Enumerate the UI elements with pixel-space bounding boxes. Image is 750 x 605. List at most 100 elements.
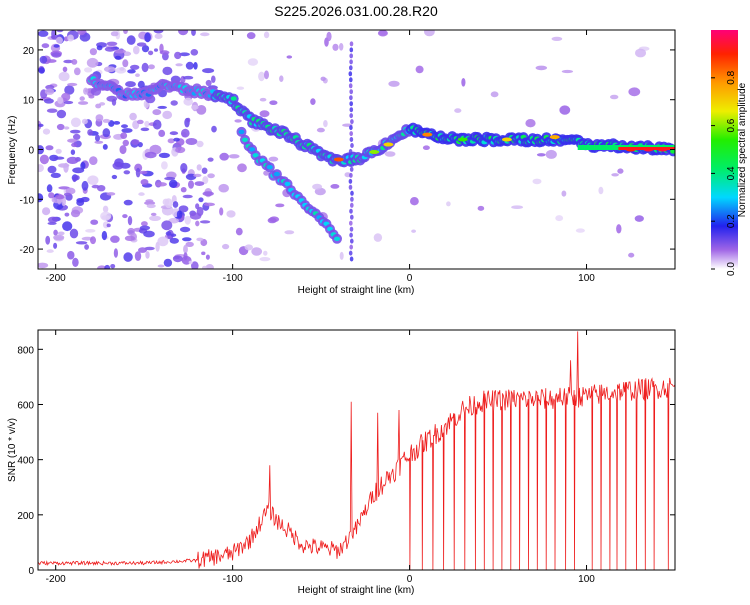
noise-blob: [63, 126, 70, 130]
noise-blob: [349, 256, 354, 262]
noise-blob: [174, 51, 182, 60]
noise-blob: [199, 220, 211, 224]
spectrogram-y-ticks: 20 10 0 -10 -20: [20, 46, 675, 256]
noise-blob: [247, 58, 259, 66]
noise-blob: [635, 48, 646, 58]
noise-blob: [259, 257, 271, 262]
noise-blob: [71, 59, 78, 65]
noise-blob: [194, 181, 205, 187]
noise-blob: [159, 50, 170, 55]
noise-blob: [38, 30, 49, 37]
noise-blob: [349, 172, 353, 178]
noise-blob: [185, 61, 194, 70]
noise-blob: [141, 45, 150, 53]
noise-blob: [532, 178, 542, 185]
noise-blob: [611, 173, 619, 177]
noise-blob: [424, 30, 435, 37]
noise-blob: [46, 108, 58, 113]
noise-blob: [350, 238, 354, 244]
noise-blob: [119, 145, 127, 155]
hot-spot: [549, 135, 560, 140]
noise-blob: [183, 244, 188, 254]
noise-blob: [191, 261, 199, 269]
noise-blob: [205, 254, 210, 260]
noise-blob: [284, 230, 295, 235]
noise-blob: [350, 143, 354, 148]
noise-blob: [106, 223, 111, 228]
noise-blob: [57, 96, 64, 104]
colorbar-label: Normalized spectral amplitude: [737, 82, 748, 217]
noise-blob: [62, 221, 73, 232]
noise-blob: [55, 148, 62, 154]
noise-blob: [80, 196, 90, 203]
noise-blob: [88, 94, 95, 99]
ridge-cell: [273, 171, 280, 177]
noise-blob: [152, 119, 162, 130]
noise-blob: [388, 80, 400, 87]
noise-blob: [349, 137, 354, 142]
noise-blob: [154, 33, 163, 39]
noise-blob: [551, 36, 563, 42]
y-tick-label: 0: [28, 566, 34, 577]
noise-blob: [170, 100, 178, 106]
noise-blob: [196, 237, 204, 242]
noise-blob: [78, 101, 89, 105]
noise-blob: [121, 128, 133, 133]
noise-blob: [38, 123, 44, 127]
noise-blob: [45, 145, 54, 151]
noise-blob: [259, 97, 267, 102]
noise-blob: [135, 167, 141, 178]
noise-blob: [178, 30, 189, 36]
noise-blob: [349, 101, 354, 107]
noise-blob: [38, 67, 45, 74]
noise-blob: [170, 233, 177, 237]
noise-blob: [332, 43, 339, 51]
noise-blob: [461, 78, 466, 87]
noise-blob: [168, 179, 178, 188]
noise-blob: [152, 109, 162, 116]
noise-blob: [47, 165, 57, 174]
hot-spot: [383, 142, 394, 147]
noise-blob: [145, 199, 154, 203]
y-tick-label: 0: [28, 146, 34, 157]
colorbar-gradient: [711, 30, 738, 269]
noise-blob: [201, 167, 208, 174]
noise-blob: [350, 202, 354, 208]
noise-blob: [191, 30, 196, 36]
noise-blob: [175, 146, 186, 154]
noise-blob: [110, 31, 119, 37]
noise-blob: [193, 62, 198, 70]
noise-blob: [201, 251, 206, 256]
noise-blob: [263, 31, 270, 39]
noise-blob: [259, 110, 270, 118]
noise-blob: [251, 247, 263, 256]
noise-blob: [535, 65, 548, 71]
noise-blob: [349, 53, 354, 59]
noise-blob: [110, 235, 120, 243]
noise-blob: [158, 129, 166, 137]
noise-blob: [348, 71, 353, 77]
noise-blob: [149, 215, 161, 221]
noise-blob: [104, 46, 116, 52]
noise-blob: [81, 180, 89, 191]
noise-blob: [195, 220, 200, 227]
snr-x-ticks: -200 -100 0 100: [46, 330, 595, 585]
hot-spot: [422, 132, 433, 137]
noise-blob: [89, 48, 97, 56]
noise-blob: [121, 124, 128, 129]
noise-blob: [157, 236, 169, 247]
noise-blob: [219, 152, 229, 161]
noise-blob: [50, 172, 61, 178]
noise-blob: [349, 41, 354, 47]
noise-blob: [110, 264, 116, 269]
noise-blob: [234, 119, 242, 123]
noise-blob: [95, 103, 102, 109]
noise-blob: [555, 215, 564, 222]
noise-blob: [91, 184, 100, 189]
noise-blob: [51, 52, 62, 58]
x-tick-label: 100: [578, 273, 595, 284]
spectrogram-y-label: Frequency (Hz): [7, 116, 18, 185]
noise-blob: [67, 34, 74, 42]
noise-blob: [63, 192, 72, 197]
